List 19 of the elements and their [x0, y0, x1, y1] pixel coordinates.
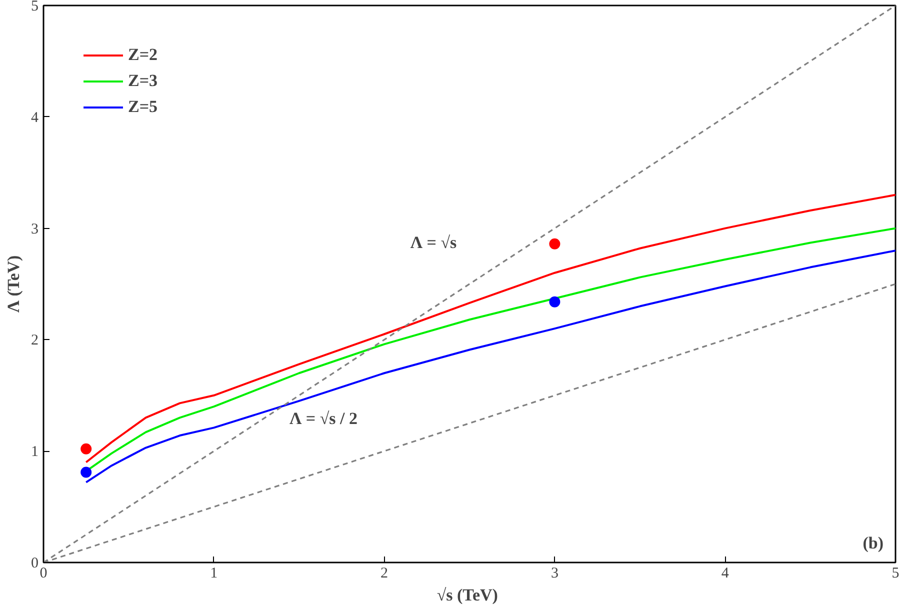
y-tick-label: 0	[31, 556, 38, 572]
y-tick-label: 1	[31, 444, 38, 460]
annotation: Λ = √s	[410, 233, 458, 252]
x-tick-label: 5	[892, 566, 900, 582]
x-tick-label: 4	[721, 566, 730, 582]
x-axis-title: √s (TeV)	[436, 586, 498, 604]
annotation: Λ = √s / 2	[289, 409, 358, 428]
x-tick-label: 1	[210, 566, 218, 582]
legend-label: Z=3	[128, 71, 158, 91]
y-tick-label: 2	[31, 332, 38, 349]
annotation: (b)	[862, 534, 884, 552]
x-tick-label: 3	[550, 566, 558, 582]
legend-label: Z=2	[128, 45, 158, 65]
y-tick-label: 3	[31, 221, 38, 238]
x-tick-label: 2	[380, 566, 388, 582]
legend-label: Z=5	[128, 97, 158, 117]
y-axis-title: Λ (TeV)	[4, 255, 23, 313]
y-tick-label: 5	[31, 0, 38, 14]
y-tick-label: 4	[31, 110, 39, 126]
